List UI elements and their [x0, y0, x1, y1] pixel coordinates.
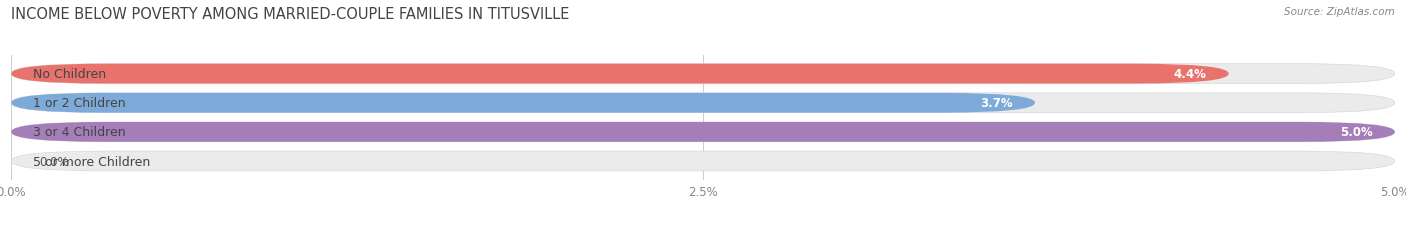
- FancyBboxPatch shape: [11, 94, 1395, 113]
- Text: 1 or 2 Children: 1 or 2 Children: [34, 97, 127, 110]
- FancyBboxPatch shape: [11, 122, 1395, 142]
- Text: 0.0%: 0.0%: [39, 155, 69, 168]
- FancyBboxPatch shape: [11, 94, 1035, 113]
- Text: 4.4%: 4.4%: [1174, 68, 1206, 81]
- Text: 5 or more Children: 5 or more Children: [34, 155, 150, 168]
- Text: No Children: No Children: [34, 68, 107, 81]
- Text: 3 or 4 Children: 3 or 4 Children: [34, 126, 127, 139]
- FancyBboxPatch shape: [11, 64, 1229, 84]
- Text: 5.0%: 5.0%: [1340, 126, 1372, 139]
- FancyBboxPatch shape: [11, 64, 1395, 84]
- Text: INCOME BELOW POVERTY AMONG MARRIED-COUPLE FAMILIES IN TITUSVILLE: INCOME BELOW POVERTY AMONG MARRIED-COUPL…: [11, 7, 569, 22]
- Text: Source: ZipAtlas.com: Source: ZipAtlas.com: [1284, 7, 1395, 17]
- FancyBboxPatch shape: [11, 152, 1395, 171]
- Text: 3.7%: 3.7%: [980, 97, 1012, 110]
- FancyBboxPatch shape: [11, 122, 1395, 142]
